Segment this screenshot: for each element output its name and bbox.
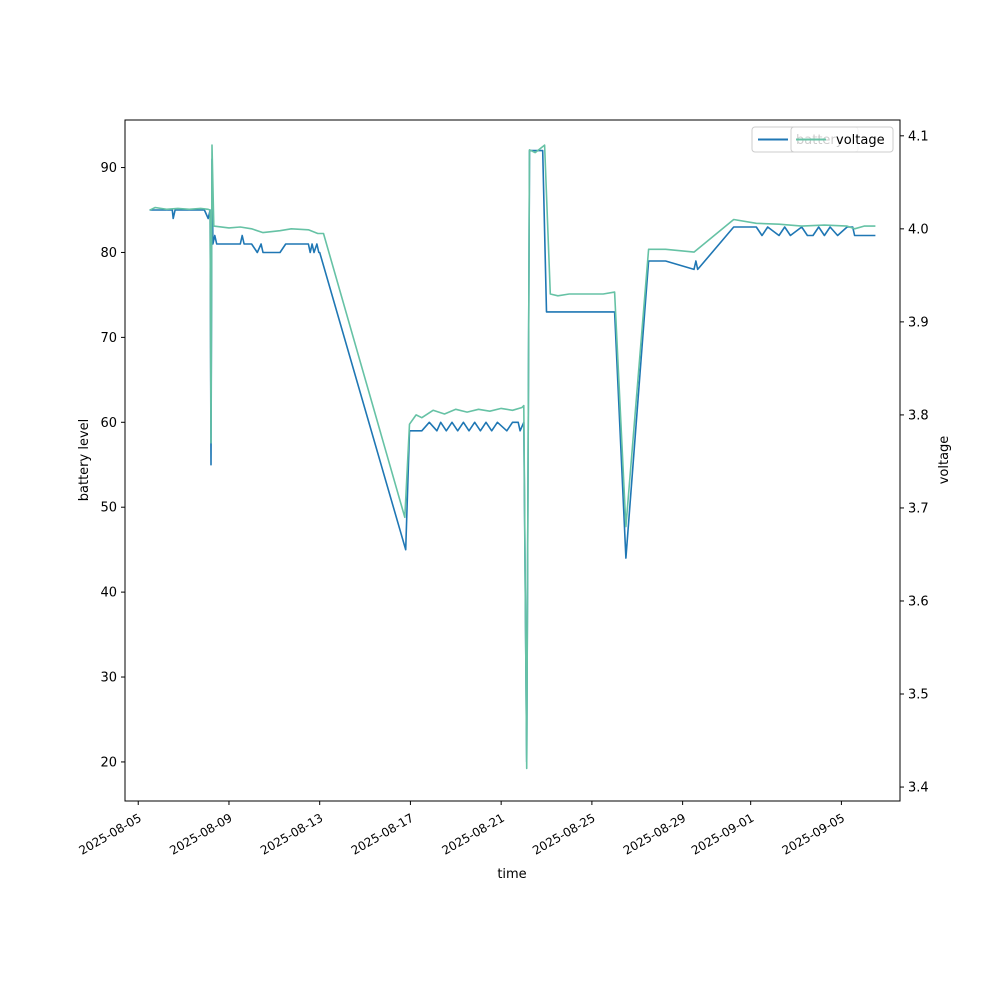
y-right-tick-label: 3.8 xyxy=(908,408,929,423)
series-layer xyxy=(149,144,876,770)
y-left-tick-label: 20 xyxy=(100,755,117,770)
series-line-battery xyxy=(149,149,876,763)
y-left-tick-label: 50 xyxy=(100,501,117,516)
legend-voltage: voltage xyxy=(790,126,894,153)
y-left-tick-label: 60 xyxy=(100,416,117,431)
y-left-tick-label: 80 xyxy=(100,246,117,261)
y-right-tick-label: 4.1 xyxy=(908,129,929,144)
y-axis-right: 3.4 3.5 3.6 3.7 3.8 3.9 4.0 4.1 xyxy=(900,129,929,796)
y-left-tick-label: 90 xyxy=(100,161,117,176)
y-left-tick-label: 30 xyxy=(100,671,117,686)
y-left-tick-label: 40 xyxy=(100,586,117,601)
y-left-tick-label: 70 xyxy=(100,331,117,346)
y-right-tick-label: 3.6 xyxy=(908,594,929,609)
y-axis-left-label: battery level xyxy=(77,419,92,502)
y-right-tick-label: 4.0 xyxy=(908,222,929,237)
y-right-tick-label: 3.9 xyxy=(908,315,929,330)
legend-voltage-label: voltage xyxy=(836,133,885,148)
series-line-voltage xyxy=(149,144,876,770)
y-right-tick-label: 3.5 xyxy=(908,688,929,703)
x-axis-label: time xyxy=(497,867,526,882)
y-right-tick-label: 3.7 xyxy=(908,501,929,516)
legend-voltage-box xyxy=(790,126,894,153)
y-right-tick-label: 3.4 xyxy=(908,781,929,796)
y-axis-right-label: voltage xyxy=(937,436,952,485)
y-axis-left: 20 30 40 50 60 70 80 90 xyxy=(100,161,125,770)
plot-frame xyxy=(124,119,901,802)
